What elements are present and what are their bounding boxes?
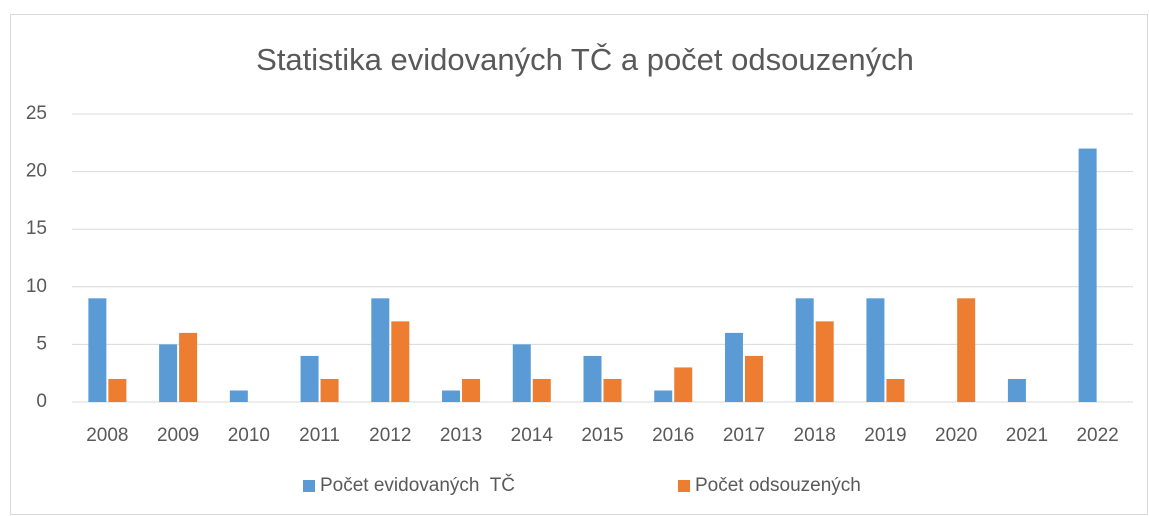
bar	[532, 378, 551, 402]
y-tick-label: 15	[26, 218, 47, 239]
y-tick-label: 5	[36, 333, 47, 354]
bar	[957, 298, 976, 402]
bar	[1007, 378, 1026, 402]
bar	[442, 390, 461, 402]
x-tick-label: 2022	[1076, 425, 1118, 446]
bar	[795, 298, 814, 402]
bar	[674, 367, 693, 402]
y-tick-label: 25	[26, 103, 47, 124]
x-tick-label: 2018	[794, 425, 836, 446]
y-tick-label: 0	[36, 391, 47, 412]
x-tick-label: 2010	[228, 425, 270, 446]
x-tick-label: 2013	[440, 425, 482, 446]
bar	[300, 355, 319, 402]
bar	[866, 298, 885, 402]
x-tick-label: 2017	[723, 425, 765, 446]
x-tick-label: 2014	[511, 425, 554, 446]
bar	[229, 390, 248, 402]
bar	[603, 378, 622, 402]
x-tick-label: 2012	[369, 425, 411, 446]
legend-swatch	[303, 480, 315, 492]
x-tick-label: 2021	[1006, 425, 1048, 446]
y-tick-label: 10	[26, 276, 47, 297]
bar	[886, 378, 905, 402]
bar	[654, 390, 673, 402]
bar	[512, 344, 531, 402]
chart-title: Statistika evidovaných TČ a počet odsouz…	[256, 42, 914, 77]
y-tick-label: 20	[26, 161, 47, 182]
bar	[1078, 148, 1097, 402]
bar	[320, 378, 339, 402]
x-tick-label: 2009	[157, 425, 199, 446]
bar	[108, 378, 127, 402]
bar	[159, 344, 178, 402]
bar	[744, 355, 763, 402]
bar	[583, 355, 602, 402]
bar	[724, 332, 743, 402]
legend-label: Počet odsouzených	[695, 475, 861, 496]
x-tick-label: 2016	[652, 425, 694, 446]
x-tick-label: 2019	[864, 425, 906, 446]
x-tick-label: 2008	[86, 425, 128, 446]
bar	[462, 378, 481, 402]
legend-label: Počet evidovaných TČ	[320, 474, 515, 496]
x-tick-label: 2020	[935, 425, 977, 446]
legend-swatch	[678, 480, 690, 492]
bar	[815, 321, 834, 402]
bar	[88, 298, 107, 402]
chart-frame	[10, 14, 1148, 515]
x-tick-label: 2011	[299, 425, 340, 446]
bar	[371, 298, 390, 402]
x-tick-label: 2015	[581, 425, 623, 446]
bar	[391, 321, 410, 402]
bar	[179, 332, 198, 402]
